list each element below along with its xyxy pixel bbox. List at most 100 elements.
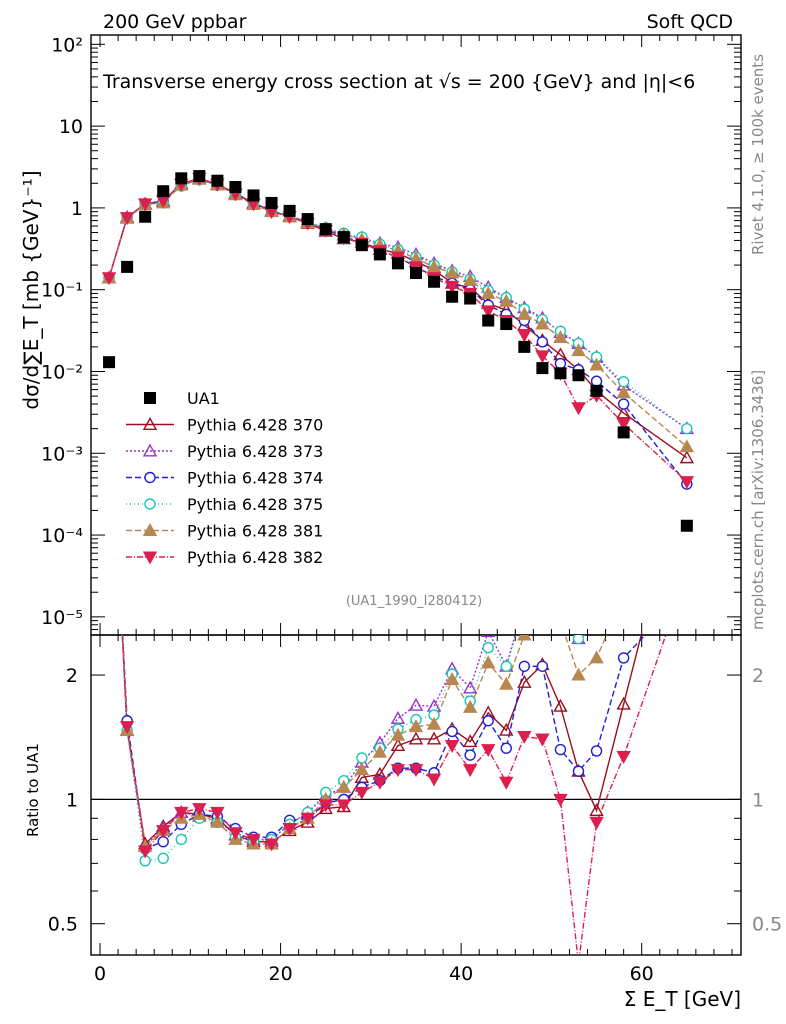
legend-marker-3 [144, 498, 156, 510]
analysis-id: (UA1_1990_I280412) [346, 594, 482, 609]
ratio-2-point [518, 660, 531, 672]
ratio-2-point [617, 652, 630, 664]
y-tick-label-bottom: 2 [66, 665, 78, 687]
series-2-point [617, 398, 630, 410]
ratio-4-point [372, 744, 388, 758]
ratio-5-point [228, 827, 243, 841]
legend-marker-5 [142, 551, 158, 565]
data-point [283, 204, 296, 217]
ratio-5-point [517, 730, 532, 744]
data-point [428, 275, 441, 288]
y-tick-label-top: 10² [51, 34, 83, 56]
ratio-2-point [590, 745, 603, 757]
legend-label-3: Pythia 6.428 375 [187, 495, 323, 514]
ratio-2-point [572, 765, 585, 777]
ratio-0-point [462, 734, 478, 748]
data-point [247, 189, 260, 202]
series-5-point [679, 476, 695, 490]
series-3-point [617, 376, 630, 388]
series-4-point [426, 259, 442, 273]
ratio-5-point [553, 793, 568, 807]
ratio-4-point [571, 667, 586, 681]
series-5-point [101, 272, 117, 286]
ratio-2-point [446, 725, 458, 738]
ratio-5-point [499, 776, 514, 790]
y-tick-label-top: 10⁻⁴ [41, 525, 83, 547]
ratio-2-point [554, 743, 567, 756]
data-point [572, 369, 585, 382]
y-tick-label-bottom: 1 [66, 789, 78, 811]
ratio-5-point [119, 721, 135, 735]
chart-title: Transverse energy cross section at √s = … [102, 71, 695, 93]
y-tick-label-bottom-right: 0.5 [752, 914, 782, 936]
ratio-5-point [264, 838, 279, 852]
y-tick-label-top: 10⁻³ [41, 443, 83, 465]
ratio-4-point [354, 762, 370, 776]
ratio-line-5 [121, 635, 667, 955]
legend: UA1 Pythia 6.428 370 Pythia 6.428 373 Pythi… [126, 389, 323, 567]
y-tick-label-bottom-right: 1 [752, 789, 764, 811]
ratio-0-point [616, 696, 631, 710]
ratio-5-point [174, 806, 189, 820]
data-point [482, 314, 495, 327]
series-0-point [679, 450, 695, 464]
ratio-2-point [500, 742, 512, 754]
ratio-0-point [318, 801, 333, 815]
data-point [139, 210, 152, 223]
series-4-point [517, 306, 532, 320]
data-point [373, 248, 386, 261]
data-point [590, 384, 603, 397]
series-4-point [444, 265, 460, 279]
ratio-4-point [444, 672, 460, 686]
y-tick-label-bottom-right: 2 [752, 665, 764, 687]
series-4-point [589, 357, 604, 371]
legend-marker-0 [142, 417, 158, 430]
legend-marker-ua1 [144, 392, 156, 404]
x-tick-label: 0 [94, 963, 106, 985]
ratio-5-point [354, 786, 370, 800]
ratio-5-point [444, 740, 460, 753]
ratio-2-point [536, 660, 549, 672]
data-point [464, 292, 477, 305]
legend-label-2: Pythia 6.428 374 [187, 469, 323, 488]
y-axis-label-top: dσ/d∑E_T [mb {GeV}⁻¹] [19, 170, 43, 409]
y-tick-label-top: 10 [59, 116, 83, 138]
series-3-point [681, 422, 693, 435]
x-tick-label: 20 [268, 963, 292, 985]
ratio-0-point [589, 803, 604, 816]
rivet-label: Rivet 4.1.0, ≥ 100k events [749, 54, 767, 255]
series-4-point [481, 285, 496, 299]
x-axis-label: Σ E_T [GeV] [624, 987, 741, 1011]
series-4-point [535, 316, 550, 330]
ratio-2-point [482, 715, 494, 727]
ratio-2-point [157, 835, 169, 848]
ratio-2-point [464, 749, 476, 761]
ratio-5-point [318, 799, 333, 813]
series-line-1 [108, 178, 688, 430]
x-tick-label: 60 [630, 963, 654, 985]
series-2-point [554, 357, 567, 370]
data-point [319, 223, 332, 236]
data-point [157, 185, 170, 198]
y-tick-label-top: 10⁻² [41, 361, 83, 383]
ratio-5-point [426, 773, 442, 787]
ratio-5-point [589, 816, 604, 830]
data-point [265, 196, 278, 209]
ratio-4-point [426, 716, 442, 730]
data-point [337, 231, 350, 244]
series-5-point [517, 329, 532, 343]
series-4-point [679, 439, 695, 453]
series-4-point [553, 330, 568, 344]
ratio-0-point [426, 731, 442, 745]
ratio-5-point [137, 845, 153, 859]
y-tick-label-top: 10⁻⁵ [41, 607, 83, 629]
ratio-1-point [408, 697, 424, 711]
legend-label-4: Pythia 6.428 381 [187, 522, 323, 541]
data-point [229, 181, 242, 194]
legend-marker-2 [144, 471, 156, 484]
data-point [680, 519, 693, 532]
series-4-point [571, 343, 586, 357]
ratio-5-point [336, 799, 351, 813]
header-left: 200 GeV ppbar [103, 11, 247, 33]
ratio-1-point [481, 635, 496, 637]
